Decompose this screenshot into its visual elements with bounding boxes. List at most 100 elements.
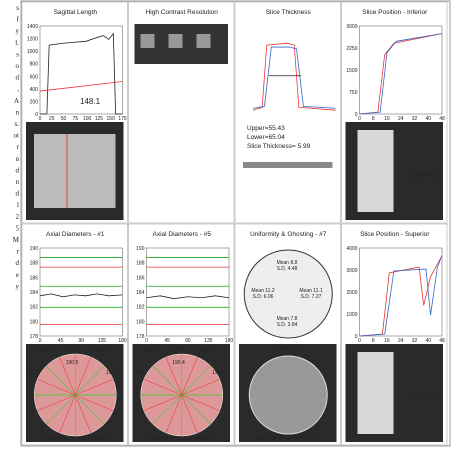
x-tick-label: 175 <box>118 116 127 122</box>
figure: sfyl.sod,Ans.otrndndl25MrdeySagittal Len… <box>0 0 452 447</box>
y-tick-label: 182 <box>136 305 145 311</box>
roi-label: S.D. 3.84 <box>277 322 298 328</box>
y-tick-label: 3000 <box>346 24 357 30</box>
roi-label: S.D. 6.06 <box>253 294 274 300</box>
margin-text: s <box>16 50 19 58</box>
panel-title: Axial Diameters - #1 <box>46 231 105 238</box>
margin-text: l. <box>15 39 19 47</box>
y-tick-label: 750 <box>349 90 358 96</box>
x-tick-label: 16 <box>384 338 390 344</box>
measure-label: Lower=65.04 <box>247 134 285 141</box>
y-tick-label: 1500 <box>346 68 357 74</box>
phantom-slab <box>358 352 394 434</box>
diameter-label: 190.5 <box>66 346 79 352</box>
uniformity-image <box>249 356 327 434</box>
mean-label: Mean: 1086 <box>275 346 302 352</box>
y-tick-label: 188 <box>30 261 39 267</box>
plot-area <box>40 248 123 336</box>
panel-title: Axial Diameters - #5 <box>152 231 211 238</box>
x-tick-label: 75 <box>73 116 79 122</box>
y-tick-label: 178 <box>30 334 39 340</box>
x-tick-label: 48 <box>439 116 445 122</box>
y-tick-label: 600 <box>30 74 39 80</box>
margin-text: s. <box>15 120 20 128</box>
x-tick-label: 25 <box>49 116 55 122</box>
x-tick-label: 135 <box>98 338 107 344</box>
y-tick-label: 1400 <box>27 24 38 30</box>
y-tick-label: 1000 <box>346 312 357 318</box>
x-tick-label: 24 <box>398 116 404 122</box>
margin-text: y <box>16 27 20 35</box>
margin-text: n <box>16 155 20 163</box>
piu-label: Max: 1133 Min: 918 PIU: 89.8% <box>257 435 320 440</box>
y-tick-label: 182 <box>30 305 39 311</box>
margin-text: d <box>16 166 20 174</box>
x-tick-label: 24 <box>398 338 404 344</box>
scan-footer: 05/17/11 TR: 5000.0 TE: 105.0 <box>44 436 107 441</box>
y-tick-label: 186 <box>136 275 145 281</box>
x-tick-label: 90 <box>78 338 84 344</box>
roi-label: S.D. 4.48 <box>277 266 298 272</box>
margin-text: ot <box>14 132 20 140</box>
margin-text: 2 <box>16 213 20 221</box>
margin-text: r <box>17 143 20 151</box>
y-tick-label: 800 <box>30 62 39 68</box>
margin-text: d <box>16 259 20 267</box>
margin-text: s <box>16 4 19 12</box>
x-tick-label: 45 <box>164 338 170 344</box>
panel-title: Sagittal Length <box>54 9 98 16</box>
x-tick-label: 0 <box>358 116 361 122</box>
y-tick-label: 2250 <box>346 46 357 52</box>
diameter-label: 190.4 <box>144 348 157 354</box>
diameter-label: 190.5 <box>26 370 39 376</box>
panel-title: Uniformity & Ghosting - #7 <box>250 231 327 238</box>
y-tick-label: 2000 <box>346 290 357 296</box>
y-tick-label: 1200 <box>27 37 38 43</box>
diameter-label: 190.4 <box>200 348 213 354</box>
diameter-label: 190.4 <box>172 360 185 366</box>
thickness-bar <box>243 162 333 168</box>
roi-label: S.D. 7.27 <box>301 294 322 300</box>
x-tick-label: 48 <box>439 338 445 344</box>
panel-title: High Contrast Resolution <box>146 9 219 16</box>
x-tick-label: 150 <box>107 116 116 122</box>
panel-title: Slice Position - Superior <box>360 231 430 238</box>
margin-text: 5 <box>16 224 20 232</box>
x-tick-label: 90 <box>185 338 191 344</box>
y-tick-label: 200 <box>30 99 39 105</box>
margin-text: e <box>16 271 19 279</box>
plot-area <box>360 248 443 336</box>
x-tick-label: 180 <box>118 338 127 344</box>
y-tick-label: 180 <box>30 319 39 325</box>
plot-area <box>360 26 443 114</box>
margin-text: o <box>16 62 20 70</box>
y-tick-label: 184 <box>136 290 145 296</box>
x-tick-label: 0 <box>358 338 361 344</box>
margin-text: f <box>17 16 20 24</box>
diameter-label: 190.2 <box>172 346 185 352</box>
diff-label: Diff.= -2.16 <box>411 395 441 401</box>
x-tick-label: 50 <box>61 116 67 122</box>
panel <box>235 2 341 223</box>
margin-text: A <box>14 97 19 105</box>
phantom-slab <box>358 130 394 212</box>
panel-title: Slice Position - Inferior <box>362 9 428 16</box>
x-tick-label: 40 <box>425 116 431 122</box>
margin-text: d <box>16 190 20 198</box>
y-tick-label: 4000 <box>346 246 357 252</box>
y-tick-label: 1000 <box>27 49 38 55</box>
resolution-pattern <box>169 34 183 48</box>
x-tick-label: 16 <box>384 116 390 122</box>
y-tick-label: 178 <box>136 334 145 340</box>
diameter-label: 190.5 <box>94 348 107 354</box>
diameter-label: 190.5 <box>106 370 119 376</box>
phantom-slab <box>34 134 116 208</box>
x-tick-label: 32 <box>412 116 418 122</box>
x-tick-label: 8 <box>372 116 375 122</box>
panel-title: Slice Thickness <box>266 9 312 16</box>
length-label: 148.1 <box>80 97 101 106</box>
margin-text: n <box>16 178 20 186</box>
y-tick-label: 184 <box>30 290 39 296</box>
y-tick-label: 188 <box>136 261 145 267</box>
resolution-pattern <box>141 34 155 48</box>
